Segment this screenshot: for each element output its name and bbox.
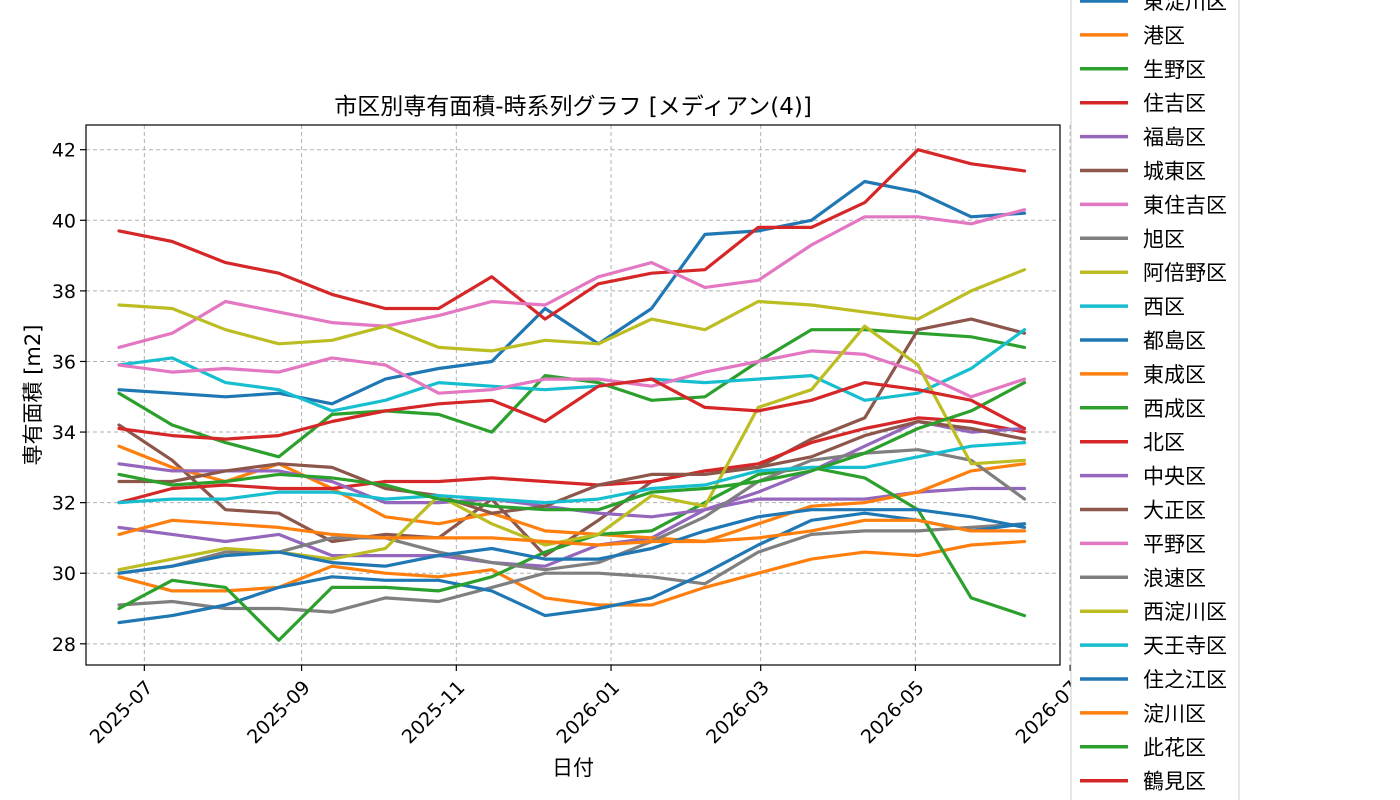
series-line-20 (117, 508, 1027, 575)
legend-label-1: 港区 (1143, 24, 1185, 48)
series-line-19 (117, 441, 1027, 505)
y-axis-label: 専有面積 [m2] (21, 325, 45, 466)
legend-label-5: 城東区 (1143, 160, 1206, 184)
x-tick-label: 2026-05 (857, 677, 929, 749)
series-line-6 (117, 208, 1027, 349)
y-tick-label: 36 (52, 351, 76, 373)
x-tick-label: 2026-03 (702, 677, 774, 749)
legend-label-12: 西成区 (1143, 397, 1206, 421)
legend-label-22: 此花区 (1143, 736, 1206, 760)
legend-label-20: 住之江区 (1143, 668, 1227, 692)
legend-label-6: 東住吉区 (1143, 193, 1227, 217)
legend-label-10: 都島区 (1143, 329, 1206, 353)
y-tick-label: 30 (52, 563, 76, 585)
legend-label-3: 住吉区 (1143, 92, 1206, 116)
legend-label-15: 大正区 (1143, 499, 1206, 523)
legend-label-9: 西区 (1143, 295, 1185, 319)
legend: 東淀川区港区生野区住吉区福島区城東区東住吉区旭区阿倍野区西区都島区東成区西成区北… (1070, 0, 1240, 800)
x-tick-label: 2025-11 (398, 677, 470, 749)
series-line-3 (117, 148, 1027, 321)
legend-label-0: 東淀川区 (1143, 0, 1227, 14)
series-line-13 (117, 416, 1027, 505)
series-line-21 (117, 518, 1027, 547)
x-tick-label: 2025-09 (243, 677, 315, 749)
x-tick-label: 2025-07 (86, 677, 158, 749)
legend-frame (1070, 0, 1240, 800)
legend-label-8: 阿倍野区 (1143, 261, 1227, 285)
legend-label-21: 淀川区 (1143, 702, 1206, 726)
legend-label-19: 天王寺区 (1143, 634, 1227, 658)
legend-label-11: 東成区 (1143, 363, 1206, 387)
y-tick-label: 38 (52, 281, 76, 303)
series-line-23 (117, 377, 1027, 441)
series-line-8 (117, 268, 1027, 353)
series-line-7 (117, 522, 1027, 614)
y-tick-label: 40 (52, 210, 76, 232)
series-line-5 (117, 317, 1027, 558)
y-axis: 28 30 32 34 36 38 40 42 (52, 140, 86, 656)
series-line-1 (117, 539, 1027, 607)
series-line-15 (117, 419, 1027, 515)
x-tick-label: 2026-01 (553, 677, 625, 749)
legend-label-16: 平野区 (1143, 532, 1206, 556)
legend-label-7: 旭区 (1143, 227, 1185, 251)
series-line-16 (117, 349, 1027, 399)
series-line-0 (117, 179, 1027, 406)
x-axis: 2025-07 2025-09 2025-11 2026-01 2026-03 2026-… (86, 665, 1083, 749)
x-axis-label: 日付 (552, 756, 594, 780)
legend-label-14: 中央区 (1143, 465, 1206, 489)
chart-title: 市区別専有面積-時系列グラフ [メディアン(4)] (334, 94, 812, 120)
y-tick-label: 42 (52, 140, 76, 162)
series-line-22 (117, 381, 1027, 512)
legend-label-13: 北区 (1143, 431, 1185, 455)
series-line-9 (117, 328, 1027, 413)
plot-frame (85, 124, 1061, 666)
series-lines (117, 148, 1027, 642)
y-tick-label: 34 (52, 422, 76, 444)
series-line-10 (117, 511, 1027, 625)
series-line-11 (117, 444, 1027, 544)
legend-label-17: 浪速区 (1143, 566, 1206, 590)
legend-label-4: 福島区 (1143, 126, 1206, 150)
legend-label-23: 鶴見区 (1143, 770, 1206, 794)
y-tick-label: 28 (52, 634, 76, 656)
legend-label-18: 西淀川区 (1143, 600, 1227, 624)
y-tick-label: 32 (52, 493, 76, 515)
series-line-4 (117, 486, 1027, 568)
legend-label-2: 生野区 (1143, 58, 1206, 82)
